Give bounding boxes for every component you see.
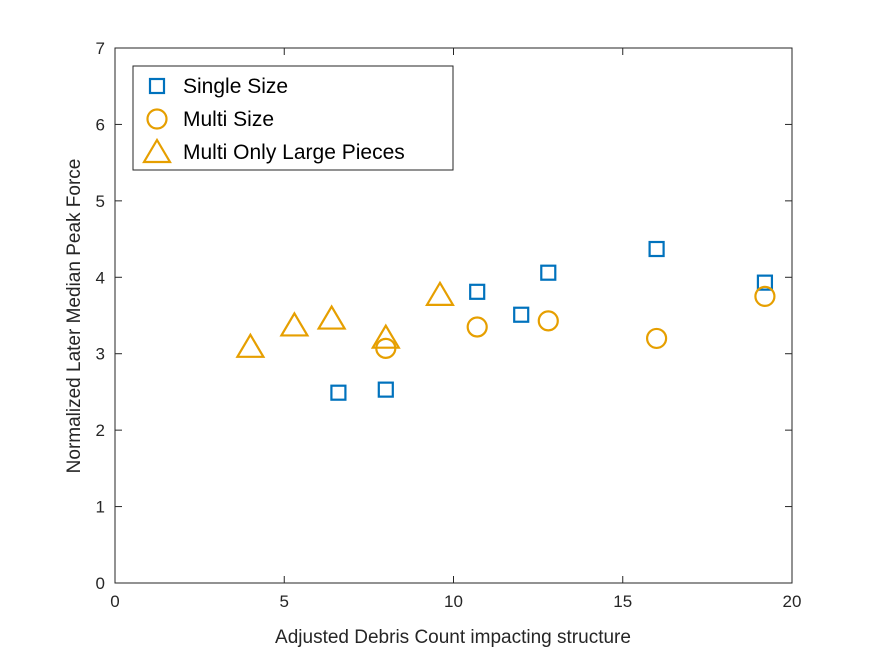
data-point-triangle <box>425 280 455 306</box>
legend-label: Multi Size <box>183 108 274 131</box>
legend-label: Multi Only Large Pieces <box>183 141 405 164</box>
x-axis-title: Adjusted Debris Count impacting structur… <box>275 627 631 648</box>
y-tick-label: 6 <box>96 115 105 134</box>
data-point-square <box>377 381 394 398</box>
data-point-triangle <box>370 323 401 349</box>
legend-marker-triangle <box>142 137 172 164</box>
x-tick-label: 10 <box>444 592 463 611</box>
data-point-circle <box>466 316 488 338</box>
data-point-triangle <box>235 332 266 358</box>
x-tick-label: 0 <box>110 592 119 611</box>
data-point-square <box>330 384 347 401</box>
data-point-triangle <box>279 311 310 337</box>
data-points <box>235 240 776 401</box>
legend-marker-square <box>148 77 166 95</box>
y-tick-label: 1 <box>96 498 105 517</box>
y-tick-label: 4 <box>96 268 105 287</box>
data-point-square <box>469 283 486 300</box>
x-tick-label: 5 <box>280 592 289 611</box>
legend-box <box>132 65 454 171</box>
axis-ticks: 0 5 10 15 20 0 1 2 3 4 5 6 7 <box>96 39 802 611</box>
data-point-square <box>648 240 665 258</box>
y-tick-label: 2 <box>96 421 105 440</box>
x-tick-label: 15 <box>613 592 632 611</box>
y-axis-title: Normalized Later Median Peak Force <box>64 159 85 474</box>
data-point-circle <box>754 285 776 307</box>
data-point-square <box>513 306 530 323</box>
x-tick-label: 20 <box>783 592 802 611</box>
legend-marker-circle <box>146 108 168 130</box>
data-point-triangle <box>316 304 347 330</box>
y-tick-label: 7 <box>96 39 105 58</box>
y-tick-label: 5 <box>96 192 105 211</box>
data-point-circle <box>645 327 668 350</box>
data-point-circle <box>537 310 559 332</box>
data-point-square <box>540 264 557 281</box>
legend: Single Size Multi Size Multi Only Large Pi… <box>132 65 454 171</box>
data-point-square <box>756 274 774 291</box>
y-tick-label: 0 <box>96 574 105 593</box>
y-tick-label: 3 <box>96 345 105 364</box>
legend-label: Single Size <box>183 75 288 98</box>
